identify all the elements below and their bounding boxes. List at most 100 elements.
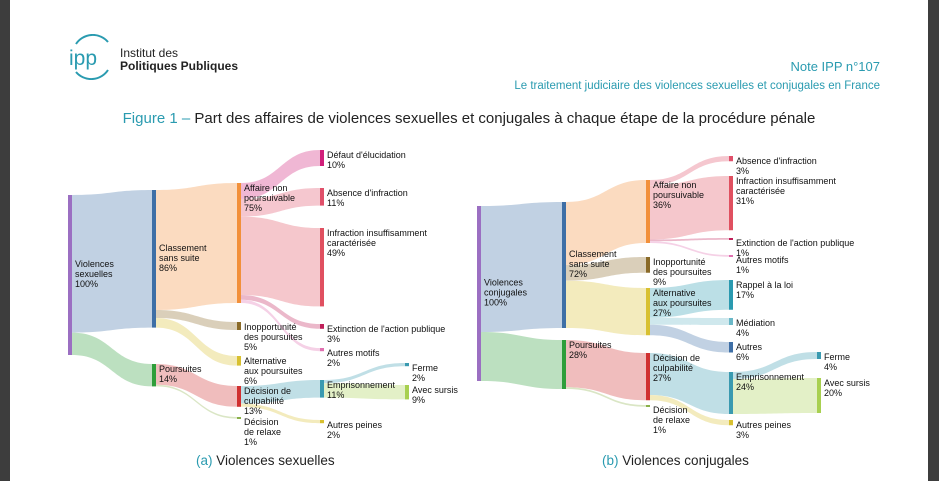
sankey-node-label: Infraction insuffisamment caractérisée 49% [327, 228, 427, 258]
sankey-link [650, 353, 729, 414]
sankey-node-bar [405, 385, 409, 400]
sankey-link [241, 295, 320, 329]
sankey-node-bar [237, 183, 241, 303]
sankey-node-bar [729, 318, 733, 325]
sankey-node-bar [320, 380, 324, 398]
sankey-node-label: Défaut d'élucidation 10% [327, 150, 406, 170]
sankey-node-label: Absence d'infraction 3% [736, 156, 817, 176]
sankey-link [566, 280, 646, 336]
sankey-node-label: Affaire non poursuivable 75% [244, 183, 295, 213]
sankey-node-bar [237, 417, 241, 419]
institute-line-2: Politiques Publiques [120, 59, 239, 73]
sankey-node-label: Affaire non poursuivable 36% [653, 180, 704, 210]
sankey-node-label: Classement sans suite 72% [569, 249, 617, 279]
sankey-node-label: Classement sans suite 86% [159, 243, 207, 273]
sankey-charts: Violences sexuelles 100% Classement sans sui… [68, 150, 870, 447]
sankey-link [650, 395, 729, 426]
sankey-node-bar [320, 420, 324, 424]
sankey-node-bar [320, 150, 324, 166]
sankey-node-label: Emprisonnement 24% [736, 372, 805, 392]
sankey-link [156, 364, 237, 407]
sankey-node-label: Extinction de l'action publique 1% [736, 238, 854, 258]
sankey-node-label: Décision de culpabilité 27% [653, 353, 700, 383]
sankey-link [650, 324, 729, 353]
sankey-link [241, 188, 320, 217]
sankey-link [481, 332, 562, 389]
caption-a: (a) Violences sexuelles [196, 453, 335, 468]
note-title: Note IPP n°107 [790, 59, 880, 74]
sankey-node-bar [562, 202, 566, 328]
sankey-node-label: Décision de culpabilité 13% [244, 386, 291, 416]
sankey-node-label: Infraction insuffisamment caractérisée 31% [736, 176, 836, 206]
sankey-node-bar [817, 352, 821, 359]
sankey-node-bar [729, 280, 733, 310]
sankey-node-bar [646, 180, 650, 243]
sankey-node-bar [68, 195, 72, 355]
sankey-node-label: Alternative aux poursuites 6% [244, 356, 303, 386]
sankey-link [241, 380, 320, 404]
sankey-node-label: Inopportunité des poursuites 5% [244, 322, 303, 352]
sankey-node-label: Avec sursis 9% [412, 385, 458, 405]
sankey-node-bar [817, 378, 821, 413]
sankey-node-bar [562, 340, 566, 389]
sankey-node-bar [237, 356, 241, 366]
sankey-node-label: Violences sexuelles 100% [75, 259, 114, 289]
sankey-node-label: Autres 6% [736, 342, 763, 362]
sankey-node-bar [477, 206, 481, 381]
sankey-link [650, 241, 729, 257]
sankey-node-bar [320, 348, 324, 352]
sankey-node-bar [152, 364, 156, 387]
sankey-node-bar [729, 420, 733, 426]
sankey-node-label: Ferme 2% [412, 363, 438, 383]
sankey-node-bar [152, 190, 156, 328]
sankey-node-bar [729, 156, 733, 162]
sankey-link [650, 156, 729, 186]
sankey-node-bar [729, 255, 733, 257]
sankey-node-bar [729, 342, 733, 353]
sankey-link [324, 383, 405, 400]
sankey-links-0 [72, 150, 405, 424]
sankey-node-label: Décision de relaxe 1% [244, 417, 281, 447]
sankey-links-1 [481, 156, 817, 426]
sankey-link [156, 183, 237, 310]
sankey-node-label: Ferme 4% [824, 352, 850, 372]
ipp-logo-icon: ipp [69, 34, 109, 80]
figure-title: Figure 1 – Part des affaires de violence… [10, 110, 928, 127]
sankey-link [156, 310, 237, 330]
sankey-link [241, 150, 320, 199]
sankey-link [156, 318, 237, 366]
sankey-node-label: Autres motifs 2% [327, 348, 380, 368]
sankey-link [566, 387, 646, 407]
sankey-link [566, 340, 646, 401]
sankey-node-label: Rappel à la loi 17% [736, 280, 793, 300]
sankey-link [241, 403, 320, 424]
sankey-node-label: Avec sursis 20% [824, 378, 870, 398]
sankey-link [324, 363, 405, 384]
sankey-node-label: Poursuites 14% [159, 364, 202, 384]
institute-line-1: Institut des [120, 46, 179, 60]
figure-number: Figure 1 – [122, 110, 191, 127]
sankey-link [650, 238, 729, 242]
sankey-link [156, 384, 237, 419]
sankey-node-bar [646, 257, 650, 273]
institute-name: Institut des Politiques Publiques [120, 47, 238, 73]
sankey-node-bar [646, 288, 650, 336]
sankey-node-bar [320, 324, 324, 329]
sankey-node-bar [729, 372, 733, 414]
sankey-link [72, 332, 152, 387]
figure-title-text: Part des affaires de violences sexuelles… [194, 110, 816, 127]
caption-b: (b) Violences conjugales [602, 453, 749, 468]
sankey-node-label: Inopportunité des poursuites 9% [653, 257, 712, 287]
logo-mark-text: ipp [69, 47, 97, 70]
sankey-node-bar [320, 188, 324, 206]
sankey-link [650, 317, 729, 325]
sankey-node-bar [646, 353, 650, 401]
sankey-node-bar [237, 386, 241, 407]
sankey-link [72, 190, 152, 333]
sankey-node-bar [729, 238, 733, 240]
sankey-node-label: Autres peines 3% [736, 420, 792, 440]
report-page: ipp Institut des Politiques Publiques No… [10, 0, 928, 481]
sankey-node-bar [320, 228, 324, 307]
sankey-link [566, 180, 646, 265]
sankey-link [650, 280, 729, 318]
